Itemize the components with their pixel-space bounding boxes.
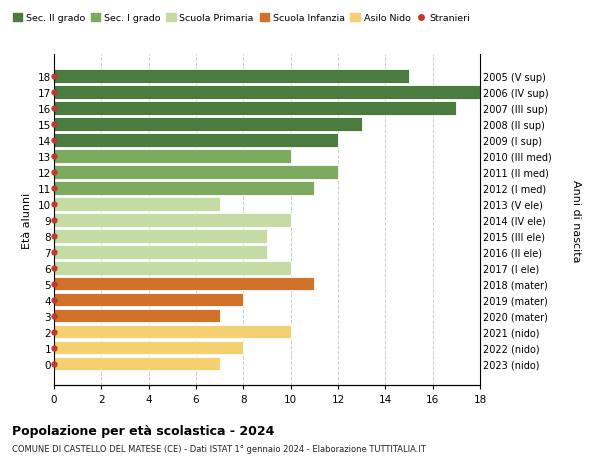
Bar: [54, 134, 338, 147]
Bar: [54, 70, 409, 84]
Bar: [54, 341, 244, 355]
Bar: [54, 246, 267, 259]
Bar: [54, 150, 290, 163]
Text: COMUNE DI CASTELLO DEL MATESE (CE) - Dati ISTAT 1° gennaio 2024 - Elaborazione T: COMUNE DI CASTELLO DEL MATESE (CE) - Dat…: [12, 444, 426, 453]
Y-axis label: Età alunni: Età alunni: [22, 192, 32, 248]
Bar: [54, 213, 290, 227]
Legend: Sec. II grado, Sec. I grado, Scuola Primaria, Scuola Infanzia, Asilo Nido, Stran: Sec. II grado, Sec. I grado, Scuola Prim…: [9, 10, 474, 27]
Y-axis label: Anni di nascita: Anni di nascita: [571, 179, 581, 262]
Bar: [54, 357, 220, 370]
Bar: [54, 293, 244, 307]
Bar: [54, 86, 480, 100]
Bar: [54, 309, 220, 323]
Bar: [54, 230, 267, 243]
Bar: [54, 118, 362, 131]
Bar: [54, 182, 314, 195]
Text: Popolazione per età scolastica - 2024: Popolazione per età scolastica - 2024: [12, 425, 274, 437]
Bar: [54, 102, 457, 116]
Bar: [54, 261, 290, 275]
Bar: [54, 277, 314, 291]
Bar: [54, 198, 220, 211]
Bar: [54, 325, 290, 339]
Bar: [54, 166, 338, 179]
